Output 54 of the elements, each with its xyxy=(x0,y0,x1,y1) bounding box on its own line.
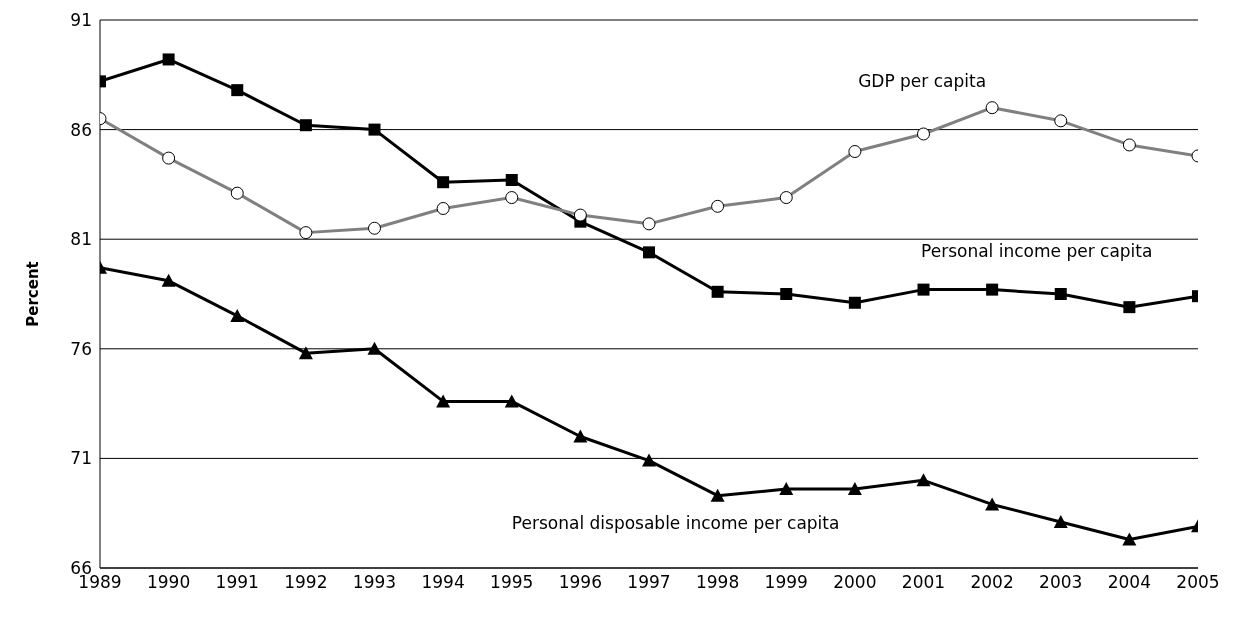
x-tick-label: 2002 xyxy=(970,572,1014,593)
point xyxy=(848,296,861,309)
point xyxy=(367,341,382,355)
x-tick-label: 1999 xyxy=(764,572,808,593)
point xyxy=(917,283,930,296)
y-tick-label: 86 xyxy=(70,119,92,140)
x-tick-label: 1994 xyxy=(421,572,465,593)
point xyxy=(231,84,244,97)
x-tick-label: 1995 xyxy=(490,572,534,593)
x-tick-label: 1997 xyxy=(627,572,671,593)
series-label: GDP per capita xyxy=(858,70,987,91)
x-tick-label: 2004 xyxy=(1107,572,1152,593)
series-label: Personal disposable income per capita xyxy=(511,512,840,533)
point xyxy=(504,394,519,408)
x-tick-label: 2001 xyxy=(901,572,946,593)
point xyxy=(986,283,999,296)
x-tick-label: 1996 xyxy=(558,572,603,593)
point xyxy=(161,273,176,287)
point xyxy=(1054,288,1067,300)
point xyxy=(985,497,1000,511)
point xyxy=(710,488,725,502)
point xyxy=(230,308,245,322)
x-tick-label: 2000 xyxy=(833,572,877,593)
point xyxy=(1053,514,1068,528)
point xyxy=(1123,301,1136,314)
x-tick-label: 2005 xyxy=(1176,572,1220,593)
point xyxy=(298,346,313,360)
x-tick-label: 1993 xyxy=(352,572,397,593)
point xyxy=(437,176,450,189)
point xyxy=(299,119,312,132)
point xyxy=(780,288,793,300)
x-tick-label: 1991 xyxy=(215,572,259,593)
point xyxy=(711,285,724,298)
point xyxy=(847,482,862,496)
x-tick-label: 2003 xyxy=(1039,572,1083,593)
point xyxy=(368,123,381,136)
x-tick-label: 1990 xyxy=(146,572,191,593)
x-tick-label: 1992 xyxy=(284,572,328,593)
y-tick-label: 71 xyxy=(70,448,92,469)
point xyxy=(642,453,656,467)
point xyxy=(1122,532,1137,546)
point xyxy=(505,174,518,187)
y-axis-title: Percent xyxy=(24,261,43,327)
series-label: Personal income per capita xyxy=(921,241,1153,261)
point xyxy=(162,53,175,66)
point xyxy=(643,246,655,259)
y-tick-label: 91 xyxy=(70,10,92,31)
point xyxy=(436,394,451,408)
point xyxy=(573,429,588,443)
point xyxy=(916,473,931,487)
x-tick-label: 1998 xyxy=(695,572,740,593)
y-tick-label: 76 xyxy=(70,338,92,359)
point xyxy=(779,482,794,496)
y-tick-label: 81 xyxy=(70,229,92,250)
